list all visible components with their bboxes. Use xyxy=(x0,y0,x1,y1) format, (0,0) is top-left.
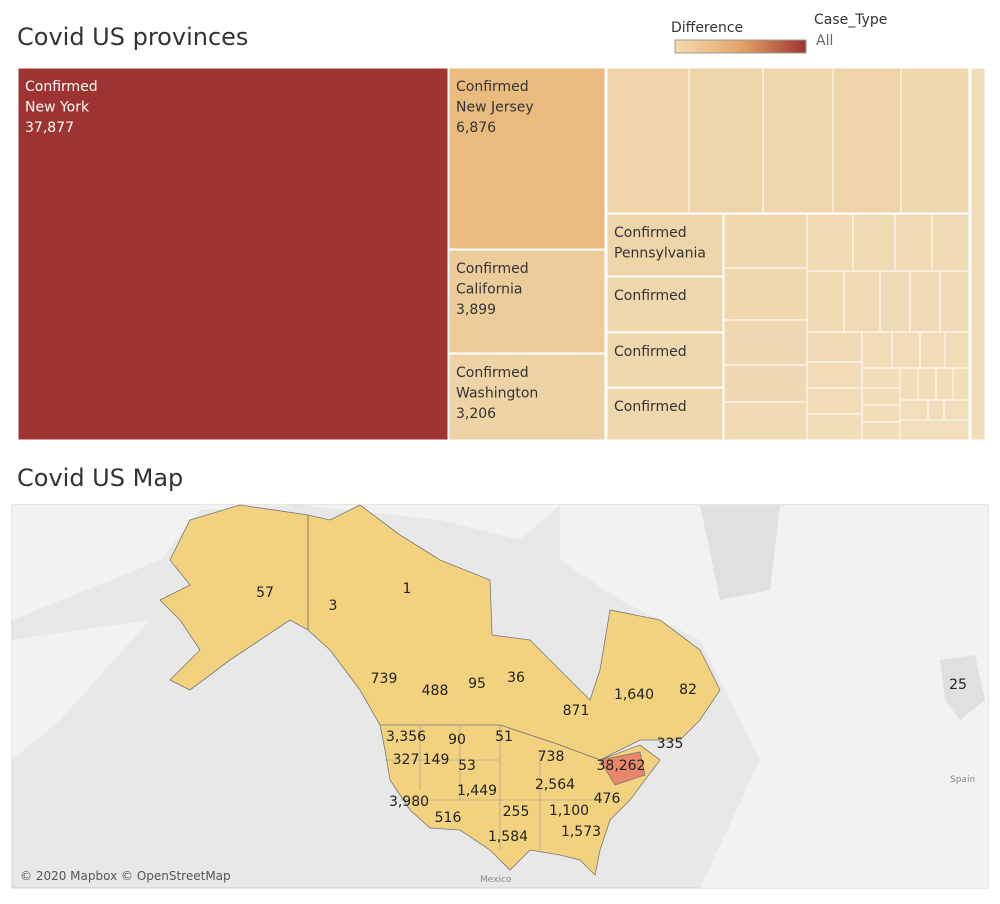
map-value-label: 95 xyxy=(468,676,486,692)
map-value-label: 25 xyxy=(949,677,967,693)
tile xyxy=(606,387,724,441)
map-value-label: 738 xyxy=(538,749,565,765)
map-value-label: 488 xyxy=(422,683,449,699)
map-value-label: 1,640 xyxy=(614,687,654,703)
map-value-label: 1,573 xyxy=(561,824,601,840)
tile-value: 6,876 xyxy=(456,120,496,136)
map-value-label: 516 xyxy=(435,810,462,826)
map-value-label: 871 xyxy=(563,703,590,719)
tile xyxy=(606,332,724,388)
tile-value: 3,899 xyxy=(456,302,496,318)
map-value-label: 335 xyxy=(657,736,684,752)
map-value-label: 51 xyxy=(495,729,513,745)
filter-value[interactable]: All xyxy=(816,33,833,49)
case-type-label: Confirmed xyxy=(25,79,98,95)
tile xyxy=(448,249,606,354)
map-value-label: 149 xyxy=(423,752,450,768)
tile xyxy=(17,67,449,441)
small-tiles xyxy=(606,67,986,441)
map-value-label: 1,449 xyxy=(457,783,497,799)
map-value-label: 38,262 xyxy=(597,758,646,774)
map-value-label: 90 xyxy=(448,732,466,748)
tile-value: 37,877 xyxy=(25,120,74,136)
tile xyxy=(606,213,724,277)
map-value-label: 476 xyxy=(594,791,621,807)
map-attribution: © 2020 Mapbox © OpenStreetMap xyxy=(20,869,231,883)
map-value-label: 3 xyxy=(329,598,338,614)
map-value-label: 53 xyxy=(458,758,476,774)
case-type-label: Confirmed xyxy=(614,344,687,360)
place-label: Spain xyxy=(950,775,975,785)
map-title: Covid US Map xyxy=(17,464,183,492)
map xyxy=(11,504,989,889)
case-type-label: Confirmed xyxy=(456,261,529,277)
tile xyxy=(448,67,606,250)
tile xyxy=(606,276,724,333)
tile-value: 3,206 xyxy=(456,406,496,422)
treemap: Confirmed New York 37,877 Confirmed New Jers… xyxy=(17,67,724,441)
filter-title: Case_Type xyxy=(814,12,887,28)
tile-name: California xyxy=(456,282,522,298)
map-value-label: 1,100 xyxy=(549,803,589,819)
map-value-label: 2,564 xyxy=(535,777,575,793)
case-type-label: Confirmed xyxy=(456,365,529,381)
case-type-label: Confirmed xyxy=(614,288,687,304)
case-type-label: Confirmed xyxy=(456,79,529,95)
case-type-label: Confirmed xyxy=(614,225,687,241)
legend-gradient xyxy=(674,39,807,54)
tile xyxy=(448,353,606,441)
case-type-label: Confirmed xyxy=(614,399,687,415)
map-value-label: 36 xyxy=(507,670,525,686)
legend-title: Difference xyxy=(671,20,743,36)
map-value-label: 82 xyxy=(679,682,697,698)
map-value-label: 327 xyxy=(393,752,420,768)
map-labels: 57 3 1 739 488 95 36 871 1,640 82 3,356 90 51 327 149 5… xyxy=(256,581,967,845)
map-value-label: 3,980 xyxy=(389,794,429,810)
place-label: Mexico xyxy=(480,875,512,885)
map-value-label: 57 xyxy=(256,585,274,601)
tile-name: Pennsylvania xyxy=(614,246,706,262)
map-value-label: 1,584 xyxy=(488,829,528,845)
treemap-title: Covid US provinces xyxy=(17,23,248,51)
tile-name: Washington xyxy=(456,386,538,402)
map-value-label: 1 xyxy=(403,581,412,597)
map-value-label: 739 xyxy=(371,671,398,687)
tile-name: New Jersey xyxy=(456,100,534,116)
map-value-label: 3,356 xyxy=(386,729,426,745)
tile-name: New York xyxy=(25,100,90,116)
map-value-label: 255 xyxy=(503,804,530,820)
